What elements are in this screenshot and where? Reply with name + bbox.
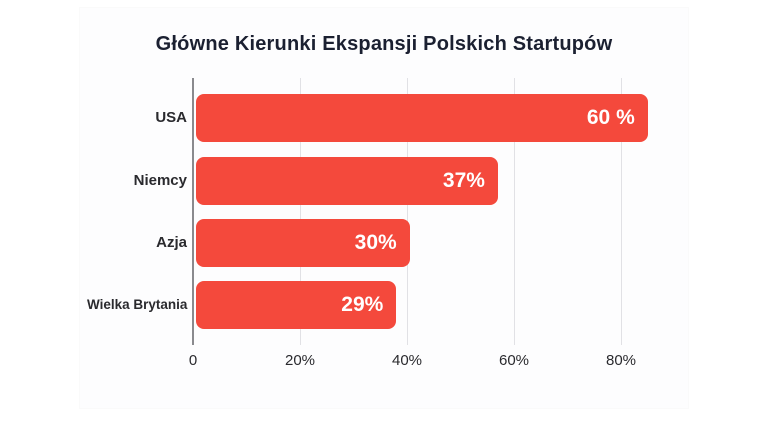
chart-card <box>80 8 688 408</box>
gridline-20% <box>300 78 301 345</box>
x-tick-label-20%: 20% <box>284 352 316 369</box>
bar-0: 60 % <box>196 94 648 142</box>
x-tick-label-60%: 60% <box>498 352 530 369</box>
chart-title: Główne Kierunki Ekspansji Polskich Start… <box>155 33 613 55</box>
gridline-60% <box>514 78 515 345</box>
bar-value-label-0: 60 % <box>586 106 635 129</box>
category-label-2: Azja <box>156 234 187 251</box>
x-tick-label-40%: 40% <box>391 352 423 369</box>
bar-2: 30% <box>196 219 410 267</box>
y-axis-line <box>192 78 194 345</box>
bar-value-label-2: 30% <box>354 231 397 254</box>
bar-value-label-3: 29% <box>341 293 384 316</box>
bar-1: 37% <box>196 157 498 205</box>
bar-value-label-1: 37% <box>442 169 485 192</box>
bar-3: 29% <box>196 281 397 329</box>
category-label-3: Wielka Brytania <box>87 297 188 312</box>
x-tick-label-80%: 80% <box>605 352 637 369</box>
category-label-0: USA <box>155 109 187 126</box>
gridline-40% <box>407 78 408 345</box>
x-tick-label-0: 0 <box>188 352 198 369</box>
category-label-1: Niemcy <box>133 172 187 189</box>
gridline-80% <box>621 78 622 345</box>
